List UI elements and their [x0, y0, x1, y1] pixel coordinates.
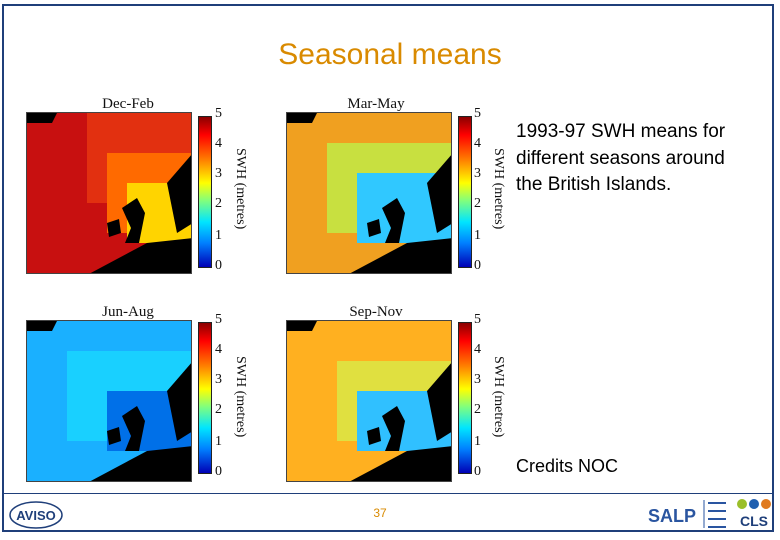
aviso-logo-graphic: AVISO [9, 501, 63, 529]
panel-title: Jun-Aug [102, 304, 154, 320]
colorbar-tick: 1 [215, 434, 222, 449]
map-svg [287, 113, 451, 273]
greenland-land [27, 113, 57, 123]
colorbar-tick: 5 [215, 106, 222, 121]
europe-land [350, 238, 451, 273]
colorbar-tick: 1 [474, 434, 481, 449]
slide-description: 1993-97 SWH means for different seasons … [516, 121, 726, 195]
colorbar-tick: 2 [215, 402, 222, 417]
swh-map [286, 320, 452, 482]
colorbar-tick: 0 [474, 258, 481, 273]
europe-land [90, 446, 191, 481]
salp-logo-text: SALP [648, 506, 696, 526]
colorbar-label: SWH (metres) [233, 148, 248, 230]
greenland-land [287, 321, 317, 331]
aviso-logo: AVISO [8, 500, 64, 535]
map-svg [287, 321, 451, 481]
ireland-land [367, 219, 381, 237]
colorbar [198, 116, 212, 268]
colorbar-label: SWH (metres) [233, 356, 248, 438]
panel-title: Mar-May [347, 96, 405, 112]
credits-text: Credits NOC [516, 456, 619, 476]
colorbar-tick: 5 [215, 312, 222, 327]
salp-logo-graphic: SALP [648, 500, 726, 528]
panel-title: Dec-Feb [102, 96, 154, 112]
map-svg [27, 113, 191, 273]
ireland-land [107, 219, 121, 237]
colorbar-tick: 2 [474, 196, 481, 211]
colorbar-tick: 3 [215, 166, 222, 181]
swh-map [286, 112, 452, 274]
ireland-land [367, 427, 381, 445]
colorbar-tick: 1 [474, 228, 481, 243]
colorbar-label: SWH (metres) [491, 356, 506, 438]
salp-logo: SALP [646, 496, 730, 537]
colorbar-tick: 2 [215, 196, 222, 211]
footer-divider [4, 493, 772, 494]
greenland-land [27, 321, 57, 331]
europe-land [90, 238, 191, 273]
cls-logo-text: CLS [740, 513, 768, 529]
colorbar-tick: 0 [474, 464, 481, 479]
scandinavia-land [167, 363, 191, 441]
colorbar [458, 322, 472, 474]
colorbar-tick: 3 [474, 166, 481, 181]
colorbar-tick: 2 [474, 402, 481, 417]
colorbar-tick: 3 [215, 372, 222, 387]
colorbar-tick: 4 [474, 136, 481, 151]
colorbar-tick: 4 [215, 136, 222, 151]
europe-land [350, 446, 451, 481]
slide-frame [2, 4, 774, 532]
colorbar-tick: 0 [215, 258, 222, 273]
colorbar [458, 116, 472, 268]
colorbar-tick: 1 [215, 228, 222, 243]
colorbar-tick: 5 [474, 312, 481, 327]
aviso-logo-text: AVISO [16, 508, 56, 523]
cls-logo-graphic: CLS [737, 499, 771, 529]
colorbar-label: SWH (metres) [491, 148, 506, 230]
map-svg [27, 321, 191, 481]
panel-title: Sep-Nov [349, 304, 403, 320]
ireland-land [107, 427, 121, 445]
scandinavia-land [167, 155, 191, 233]
britain-land [382, 406, 405, 451]
page-number: 37 [373, 506, 387, 520]
colorbar-tick: 0 [215, 464, 222, 479]
britain-land [122, 406, 145, 451]
scandinavia-land [427, 155, 451, 233]
britain-land [382, 198, 405, 243]
scandinavia-land [427, 363, 451, 441]
colorbar [198, 322, 212, 474]
colorbar-tick: 4 [215, 342, 222, 357]
britain-land [122, 198, 145, 243]
slide-title: Seasonal means [278, 38, 502, 71]
colorbar-tick: 3 [474, 372, 481, 387]
swh-map [26, 112, 192, 274]
greenland-land [287, 113, 317, 123]
cls-logo: CLS [734, 496, 774, 537]
colorbar-tick: 4 [474, 342, 481, 357]
colorbar-tick: 5 [474, 106, 481, 121]
swh-map [26, 320, 192, 482]
